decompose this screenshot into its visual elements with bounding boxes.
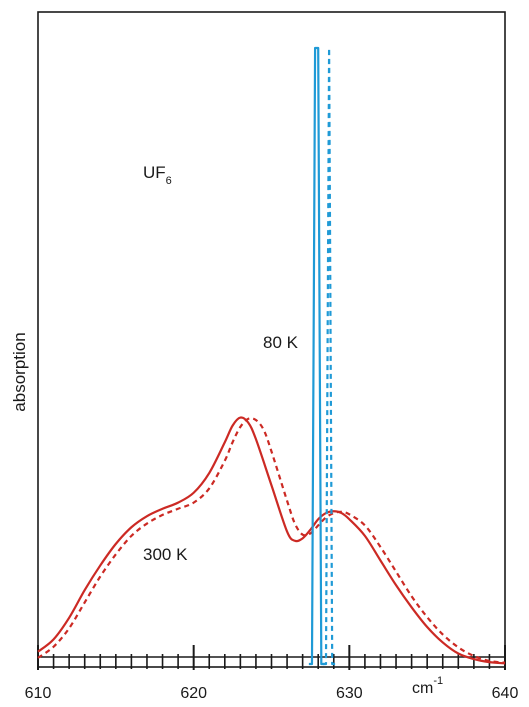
molecule-label: UF6 — [143, 163, 172, 187]
molecule-base: UF — [143, 163, 166, 182]
series-line-3 — [308, 46, 325, 666]
series-line-2 — [37, 417, 506, 664]
high-temp-label: 300 K — [143, 545, 188, 564]
x-tick-label: 620 — [180, 685, 207, 702]
x-tick-label: 630 — [336, 685, 363, 702]
series-group — [37, 46, 506, 666]
x-tick-label: 640 — [492, 685, 519, 702]
x-axis-tick-labels: 610 620 630 640 — [25, 685, 519, 702]
x-unit-exponent: -1 — [433, 675, 443, 687]
x-unit-label: cm-1 — [412, 675, 443, 697]
x-unit-base: cm — [412, 680, 433, 697]
x-tick-label: 610 — [25, 685, 52, 702]
x-axis-ticks — [37, 645, 506, 670]
series-line-4 — [322, 46, 336, 666]
series-line-1 — [37, 416, 506, 665]
molecule-subscript: 6 — [166, 175, 172, 187]
low-temp-label: 80 K — [263, 333, 299, 352]
y-axis-label: absorption — [10, 332, 29, 411]
